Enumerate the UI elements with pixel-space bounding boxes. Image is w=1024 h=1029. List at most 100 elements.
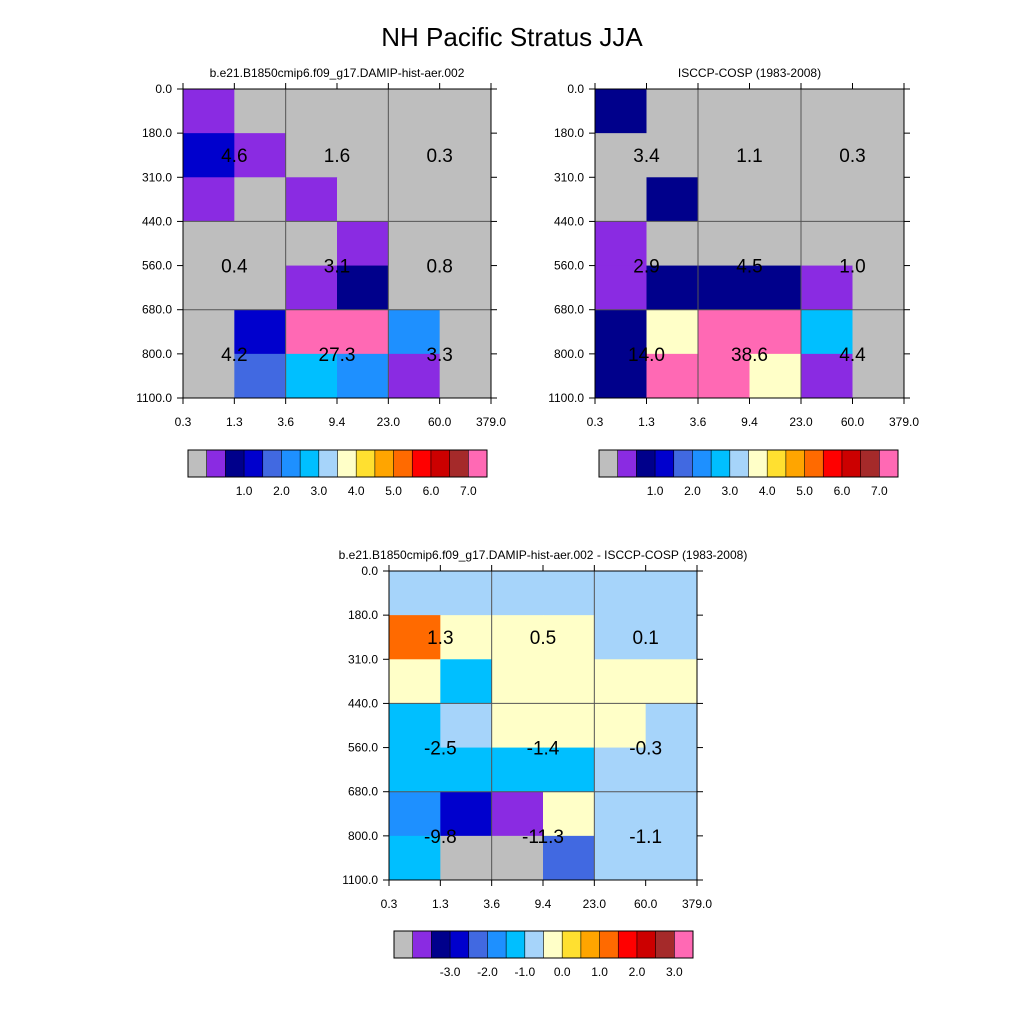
heatmap-cell xyxy=(389,835,441,881)
heatmap-cell xyxy=(337,221,389,267)
colorbar-label: 6.0 xyxy=(423,484,440,498)
colorbar-swatch xyxy=(804,450,824,477)
colorbar-label: 6.0 xyxy=(834,484,851,498)
heatmap-cell xyxy=(698,89,750,134)
heatmap-cell xyxy=(749,265,802,311)
heatmap-cell xyxy=(439,133,492,178)
y-tick-label: 800.0 xyxy=(142,347,172,361)
heatmap-cell xyxy=(645,659,698,704)
x-tick-label: 23.0 xyxy=(789,415,813,429)
box-value-label: 4.6 xyxy=(221,146,247,167)
box-value-label: 0.1 xyxy=(632,628,658,649)
x-tick-label: 0.3 xyxy=(381,897,398,911)
colorbar-swatch xyxy=(374,450,394,477)
colorbar-swatch xyxy=(729,450,749,477)
heatmap-cell xyxy=(595,309,647,355)
heatmap-cell xyxy=(645,571,698,616)
colorbar-label: 2.0 xyxy=(629,965,646,979)
heatmap-cell xyxy=(543,659,595,704)
colorbar-swatch xyxy=(281,450,301,477)
colorbar-label: 4.0 xyxy=(348,484,365,498)
colorbar-swatch xyxy=(823,450,843,477)
y-tick-label: 560.0 xyxy=(348,741,378,755)
heatmap-cell xyxy=(852,309,905,355)
heatmap-cell xyxy=(183,89,235,134)
heatmap-cell xyxy=(234,133,287,178)
colorbar-swatch xyxy=(188,450,207,477)
heatmap-cell xyxy=(594,703,647,749)
colorbar-swatch xyxy=(674,931,694,958)
colorbar-swatch xyxy=(468,450,488,477)
heatmap-cell xyxy=(439,221,492,267)
x-tick-label: 23.0 xyxy=(583,897,607,911)
heatmap-cell xyxy=(388,265,441,311)
box-value-label: -1.4 xyxy=(527,739,560,760)
x-tick-label: 1.3 xyxy=(432,897,449,911)
box-value-label: 38.6 xyxy=(731,345,768,366)
box-value-label: -9.8 xyxy=(424,827,457,848)
colorbar-label: 5.0 xyxy=(796,484,813,498)
colorbar-label: 5.0 xyxy=(385,484,402,498)
colorbar-label: 7.0 xyxy=(871,484,888,498)
heatmap-cell xyxy=(645,747,698,793)
heatmap-cell xyxy=(801,133,853,178)
heatmap-cell xyxy=(595,89,647,134)
x-tick-label: 9.4 xyxy=(741,415,758,429)
colorbar-swatch xyxy=(655,450,675,477)
box-value-label: 1.3 xyxy=(427,628,453,649)
heatmap-cell xyxy=(389,659,441,704)
colorbar: -3.0 -2.0 -1.0 0.0 1.0 2.0 3.0 xyxy=(393,930,694,979)
colorbar-label: 1.0 xyxy=(591,965,608,979)
heatmap-cell xyxy=(543,571,595,616)
heatmap-cell xyxy=(594,747,647,793)
box-value-label: 1.6 xyxy=(324,146,350,167)
colorbar-swatch xyxy=(580,931,600,958)
y-tick-label: 1100.0 xyxy=(548,391,584,405)
heatmap-cell xyxy=(749,353,802,399)
heatmap-cell xyxy=(388,221,441,267)
panel-title: b.e21.B1850cmip6.f09_g17.DAMIP-hist-aer.… xyxy=(210,66,465,80)
heatmap-cell xyxy=(285,265,338,311)
y-tick-label: 180.0 xyxy=(142,126,172,140)
colorbar-swatch xyxy=(636,450,656,477)
box-value-label: 0.4 xyxy=(221,257,248,278)
heatmap-cell xyxy=(595,265,647,311)
colorbar-swatch xyxy=(599,931,619,958)
heatmap-cell xyxy=(491,659,544,704)
colorbar-label: -3.0 xyxy=(440,965,461,979)
y-tick-label: 180.0 xyxy=(348,608,378,622)
x-tick-label: 3.6 xyxy=(690,415,707,429)
heatmap-cell xyxy=(491,615,544,660)
heatmap-cell xyxy=(801,89,853,134)
box-value-label: 3.4 xyxy=(633,146,660,167)
y-tick-label: 180.0 xyxy=(554,126,584,140)
heatmap-cell xyxy=(388,309,441,355)
heatmap-cell xyxy=(234,353,287,399)
x-tick-label: 23.0 xyxy=(377,415,401,429)
heatmap-cell xyxy=(234,221,287,267)
colorbar-swatch xyxy=(636,931,656,958)
colorbar-swatch xyxy=(225,450,245,477)
box-value-label: 14.0 xyxy=(628,345,665,366)
colorbar-label: 1.0 xyxy=(236,484,253,498)
heatmap-cell xyxy=(389,571,441,616)
colorbar-swatch xyxy=(300,450,320,477)
colorbar-label: -2.0 xyxy=(477,965,498,979)
x-tick-label: 3.6 xyxy=(483,897,500,911)
colorbar-swatch xyxy=(468,931,488,958)
y-tick-label: 800.0 xyxy=(554,347,584,361)
heatmap-cell xyxy=(285,89,338,134)
heatmap-cell xyxy=(439,309,492,355)
heatmap-cell xyxy=(285,133,338,178)
heatmap-cell xyxy=(646,133,699,178)
heatmap-cell xyxy=(234,309,287,355)
colorbar-swatch xyxy=(393,450,413,477)
heatmap-cell xyxy=(698,133,750,178)
heatmap-cell xyxy=(698,353,750,399)
y-tick-label: 0.0 xyxy=(155,82,172,96)
colorbar-swatch xyxy=(711,450,731,477)
box-value-label: 1.1 xyxy=(736,146,762,167)
heatmap-cell xyxy=(337,353,389,399)
heatmap-cell xyxy=(646,265,699,311)
y-tick-label: 680.0 xyxy=(554,303,584,317)
